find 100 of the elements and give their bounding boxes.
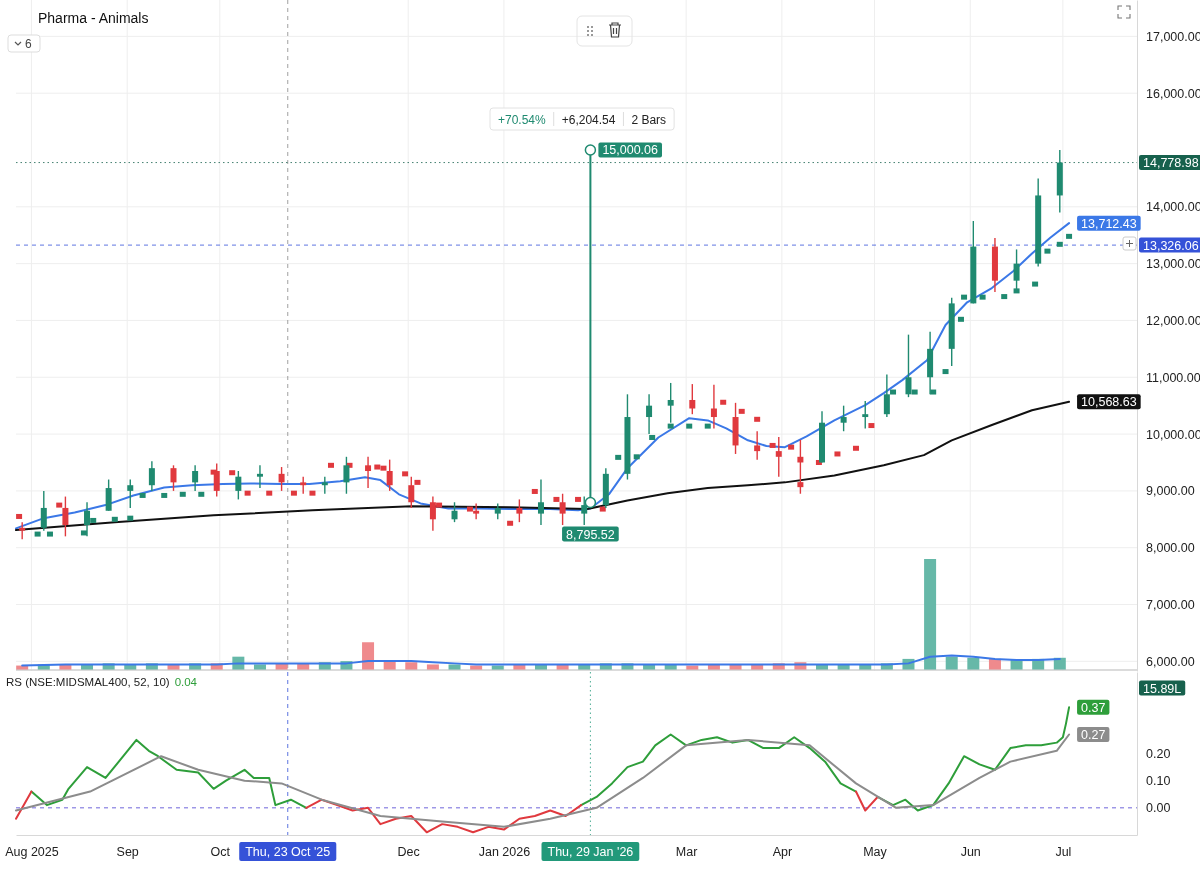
- y-tick-label: 0.10: [1146, 774, 1171, 789]
- data-label: 10,568.63: [1081, 395, 1137, 410]
- point: [599, 506, 606, 512]
- x-tick-label: Dec: [397, 844, 420, 859]
- line-series: [15, 222, 1071, 530]
- annotation: +6,204.54: [561, 112, 616, 127]
- point: [290, 490, 297, 496]
- text: Pharma - Animals: [38, 10, 149, 26]
- x-tick-label: Sep: [116, 844, 139, 859]
- candlestick: [300, 475, 307, 495]
- bar: [945, 656, 958, 670]
- candlestick: [516, 498, 523, 523]
- point: [244, 490, 251, 496]
- y-tick-label: 0.00: [1146, 801, 1171, 816]
- point: [911, 389, 918, 395]
- candlestick: [192, 464, 199, 492]
- point: [179, 491, 186, 497]
- candlestick: [451, 501, 458, 523]
- point: [198, 491, 205, 497]
- x-tick-label: Aug 2025: [5, 844, 59, 859]
- y-tick-label: 7,000.00: [1146, 598, 1195, 613]
- point: [942, 369, 949, 375]
- point: [56, 502, 63, 508]
- point: [704, 423, 711, 429]
- text: 6: [25, 37, 32, 51]
- point: [575, 496, 582, 502]
- candlestick: [127, 478, 134, 509]
- point: [139, 492, 146, 498]
- data-label: 8,795.52: [566, 527, 615, 542]
- bar: [253, 664, 266, 670]
- chart-subtitle: 0.04: [174, 676, 198, 688]
- chart-title: RS (NSE:MIDSMAL400, 52, 10): [6, 676, 170, 688]
- bar: [405, 662, 418, 670]
- point: [868, 423, 875, 429]
- point: [466, 506, 473, 512]
- point: [834, 451, 841, 457]
- point: [961, 294, 968, 300]
- point: [957, 316, 964, 322]
- point: [309, 490, 316, 496]
- point: [380, 465, 387, 471]
- bar: [362, 642, 375, 670]
- point: [979, 294, 986, 300]
- candlestick: [321, 475, 328, 495]
- point: [90, 517, 97, 523]
- bar: [967, 657, 980, 670]
- annotation: +70.54%: [498, 112, 547, 127]
- ref-line-label: Thu, 23 Oct '25: [245, 845, 331, 859]
- point: [584, 496, 597, 509]
- point: [507, 520, 514, 526]
- x-tick-label: May: [863, 844, 888, 859]
- candlestick: [256, 464, 263, 489]
- line-series: [15, 733, 1071, 828]
- point: [1044, 248, 1051, 254]
- candlestick: [754, 430, 761, 461]
- ref-line-label: 14,778.98: [1143, 156, 1199, 171]
- candlestick: [365, 456, 372, 489]
- candlestick: [40, 490, 47, 532]
- data-label: 15,000.06: [602, 143, 659, 158]
- point: [402, 471, 409, 477]
- data-label: 0.37: [1081, 700, 1106, 715]
- x-tick-label: Jan 2026: [478, 844, 531, 859]
- point: [686, 423, 693, 429]
- point: [1066, 233, 1073, 239]
- data-label: 13,712.43: [1081, 216, 1137, 231]
- point: [34, 531, 41, 537]
- candlestick: [278, 466, 285, 492]
- x-tick-label: Jun: [960, 844, 981, 859]
- point: [852, 445, 859, 451]
- ref-line-label: Thu, 29 Jan '26: [547, 845, 634, 859]
- point: [161, 492, 168, 498]
- x-tick-label: Oct: [210, 844, 231, 859]
- candlestick: [170, 464, 177, 492]
- candlestick: [148, 460, 155, 492]
- y-tick-label: 0.20: [1146, 747, 1171, 761]
- text: 15.89L: [1143, 681, 1182, 696]
- candlestick: [19, 521, 26, 540]
- point: [720, 399, 727, 405]
- point: [649, 434, 656, 440]
- point: [1032, 281, 1039, 287]
- ref-line-label: 13,326.06: [1143, 238, 1199, 253]
- point: [788, 444, 795, 450]
- annotation: 2 Bars: [631, 112, 667, 127]
- candlestick: [105, 478, 112, 512]
- point: [127, 515, 134, 521]
- point: [738, 408, 745, 414]
- point: [553, 496, 560, 502]
- point: [414, 479, 421, 485]
- point: [1056, 241, 1063, 247]
- point: [633, 454, 640, 460]
- point: [615, 454, 622, 460]
- line-series: [15, 400, 1071, 532]
- point: [584, 144, 597, 156]
- point: [890, 389, 897, 395]
- point: [436, 502, 443, 508]
- x-tick-label: Apr: [772, 844, 793, 859]
- point: [1013, 288, 1020, 294]
- candlestick: [840, 404, 847, 432]
- point: [769, 442, 776, 448]
- point: [754, 416, 761, 422]
- point: [327, 462, 334, 468]
